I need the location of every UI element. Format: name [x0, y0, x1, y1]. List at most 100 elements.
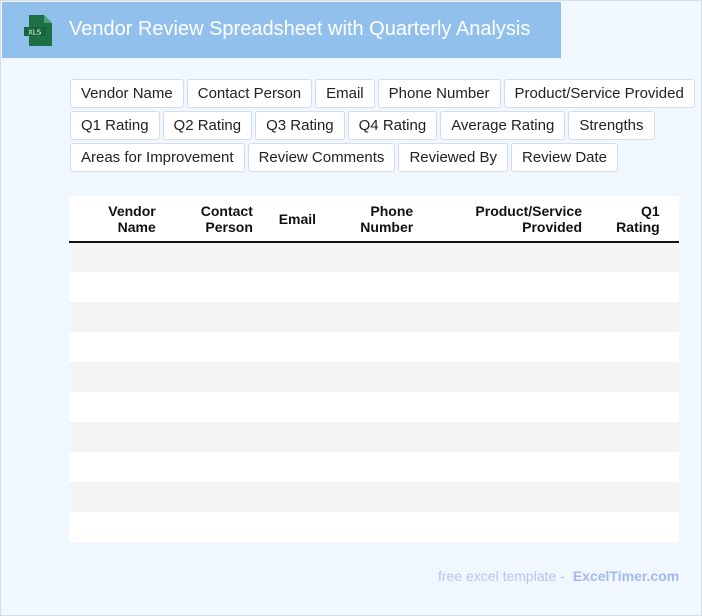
table-cell[interactable] — [163, 422, 261, 452]
table-cell[interactable] — [260, 482, 325, 512]
table-cell[interactable] — [69, 242, 164, 272]
table-cell[interactable] — [667, 422, 679, 452]
table-cell[interactable] — [69, 302, 164, 332]
table-cell[interactable] — [668, 392, 679, 422]
svg-text:XLS: XLS — [28, 29, 42, 37]
table-cell[interactable] — [421, 452, 590, 482]
table-cell[interactable] — [69, 512, 164, 542]
table-cell[interactable] — [421, 362, 591, 392]
table-cell[interactable] — [668, 332, 679, 362]
field-chip[interactable]: Contact Person — [186, 79, 313, 108]
table-cell[interactable] — [324, 302, 422, 332]
table-cell[interactable] — [69, 332, 164, 362]
table-cell[interactable] — [421, 302, 591, 332]
table-cell[interactable] — [261, 272, 324, 302]
table-cell[interactable] — [163, 482, 261, 512]
table-cell[interactable] — [324, 422, 422, 452]
table-cell[interactable] — [164, 452, 261, 482]
xls-file-icon: XLS — [24, 15, 52, 46]
table-cell[interactable] — [69, 272, 164, 302]
table-cell[interactable] — [163, 362, 261, 392]
table-cell[interactable] — [69, 422, 164, 452]
table-cell[interactable] — [261, 452, 324, 482]
field-chip[interactable]: Average Rating — [440, 111, 566, 140]
table-cell[interactable] — [421, 482, 591, 512]
table-cell[interactable] — [667, 482, 679, 512]
table-cell[interactable] — [324, 242, 422, 272]
table-cell[interactable] — [324, 392, 421, 422]
table-cell[interactable] — [261, 512, 324, 542]
table-cell[interactable] — [667, 362, 679, 392]
table-cell[interactable] — [261, 392, 324, 422]
table-cell[interactable] — [667, 242, 679, 272]
table-cell[interactable] — [590, 512, 668, 542]
field-chip[interactable]: Q1 Rating — [70, 111, 160, 140]
table-cell[interactable] — [421, 392, 590, 422]
table-cell[interactable] — [324, 332, 421, 362]
table-cell[interactable] — [667, 302, 679, 332]
table-cell[interactable] — [590, 302, 668, 332]
field-chip[interactable]: Strengths — [568, 111, 655, 140]
footer-brand-link[interactable]: ExcelTimer.com — [572, 568, 680, 584]
table-cell[interactable] — [324, 452, 421, 482]
table-cell[interactable] — [590, 422, 668, 452]
field-chip[interactable]: Vendor Name — [70, 79, 184, 108]
column-header[interactable]: Product/Service Provided — [421, 196, 591, 243]
table-cell[interactable] — [590, 242, 668, 272]
field-chip[interactable]: Q2 Rating — [162, 111, 253, 140]
table-cell[interactable] — [590, 392, 668, 422]
table-cell[interactable] — [590, 452, 668, 482]
table-cell[interactable] — [421, 512, 590, 542]
table-cell[interactable] — [421, 332, 590, 362]
field-chip[interactable]: Areas for Improvement — [70, 143, 245, 172]
column-header[interactable]: Q1 Rating — [590, 196, 668, 243]
table-cell[interactable] — [69, 362, 164, 392]
table-cell[interactable] — [164, 512, 261, 542]
table-cell[interactable] — [164, 332, 261, 362]
table-cell[interactable] — [324, 362, 422, 392]
table-cell[interactable] — [163, 302, 261, 332]
table-cell[interactable] — [590, 332, 668, 362]
column-header-line: Contact — [200, 202, 253, 219]
table-cell[interactable] — [260, 362, 325, 392]
column-header[interactable]: Vendor Name — [69, 196, 164, 243]
column-header-line: Provided — [522, 218, 583, 235]
field-chip[interactable]: Q3 Rating — [255, 111, 345, 140]
column-header[interactable]: Contact Person — [163, 196, 261, 243]
table-cell[interactable] — [261, 332, 324, 362]
table-cell[interactable] — [260, 422, 325, 452]
field-chip[interactable]: Email — [315, 79, 375, 108]
field-chip[interactable]: Review Comments — [247, 143, 396, 172]
table-cell[interactable] — [69, 452, 164, 482]
field-chip[interactable]: Q4 Rating — [347, 111, 438, 140]
table-cell[interactable] — [164, 272, 261, 302]
table-cell[interactable] — [324, 512, 421, 542]
table-cell[interactable] — [69, 482, 164, 512]
table-cell[interactable] — [668, 452, 679, 482]
table-cell[interactable] — [668, 512, 679, 542]
field-chip[interactable]: Phone Number — [377, 79, 501, 108]
table-cell[interactable] — [421, 242, 591, 272]
table-cell[interactable] — [590, 272, 668, 302]
table-cell[interactable] — [324, 272, 421, 302]
table-cell[interactable] — [163, 242, 261, 272]
table-cell[interactable] — [421, 272, 590, 302]
column-header-line: Name — [117, 218, 156, 235]
column-header[interactable]: Email — [260, 196, 325, 243]
table-cell[interactable] — [324, 482, 422, 512]
table-cell[interactable] — [590, 362, 668, 392]
table-cell[interactable] — [164, 392, 261, 422]
table-cell[interactable] — [260, 242, 325, 272]
column-header[interactable]: Phone Number — [324, 196, 422, 243]
field-chip[interactable]: Product/Service Provided — [503, 79, 695, 108]
table-row — [69, 332, 679, 362]
column-header-line: Rating — [616, 218, 660, 235]
field-chip[interactable]: Review Date — [510, 143, 619, 172]
table-cell[interactable] — [668, 272, 679, 302]
table-cell[interactable] — [590, 482, 668, 512]
field-chip[interactable]: Reviewed By — [398, 143, 508, 172]
table-cell[interactable] — [421, 422, 591, 452]
table-cell[interactable] — [69, 392, 164, 422]
table-cell[interactable] — [260, 302, 325, 332]
